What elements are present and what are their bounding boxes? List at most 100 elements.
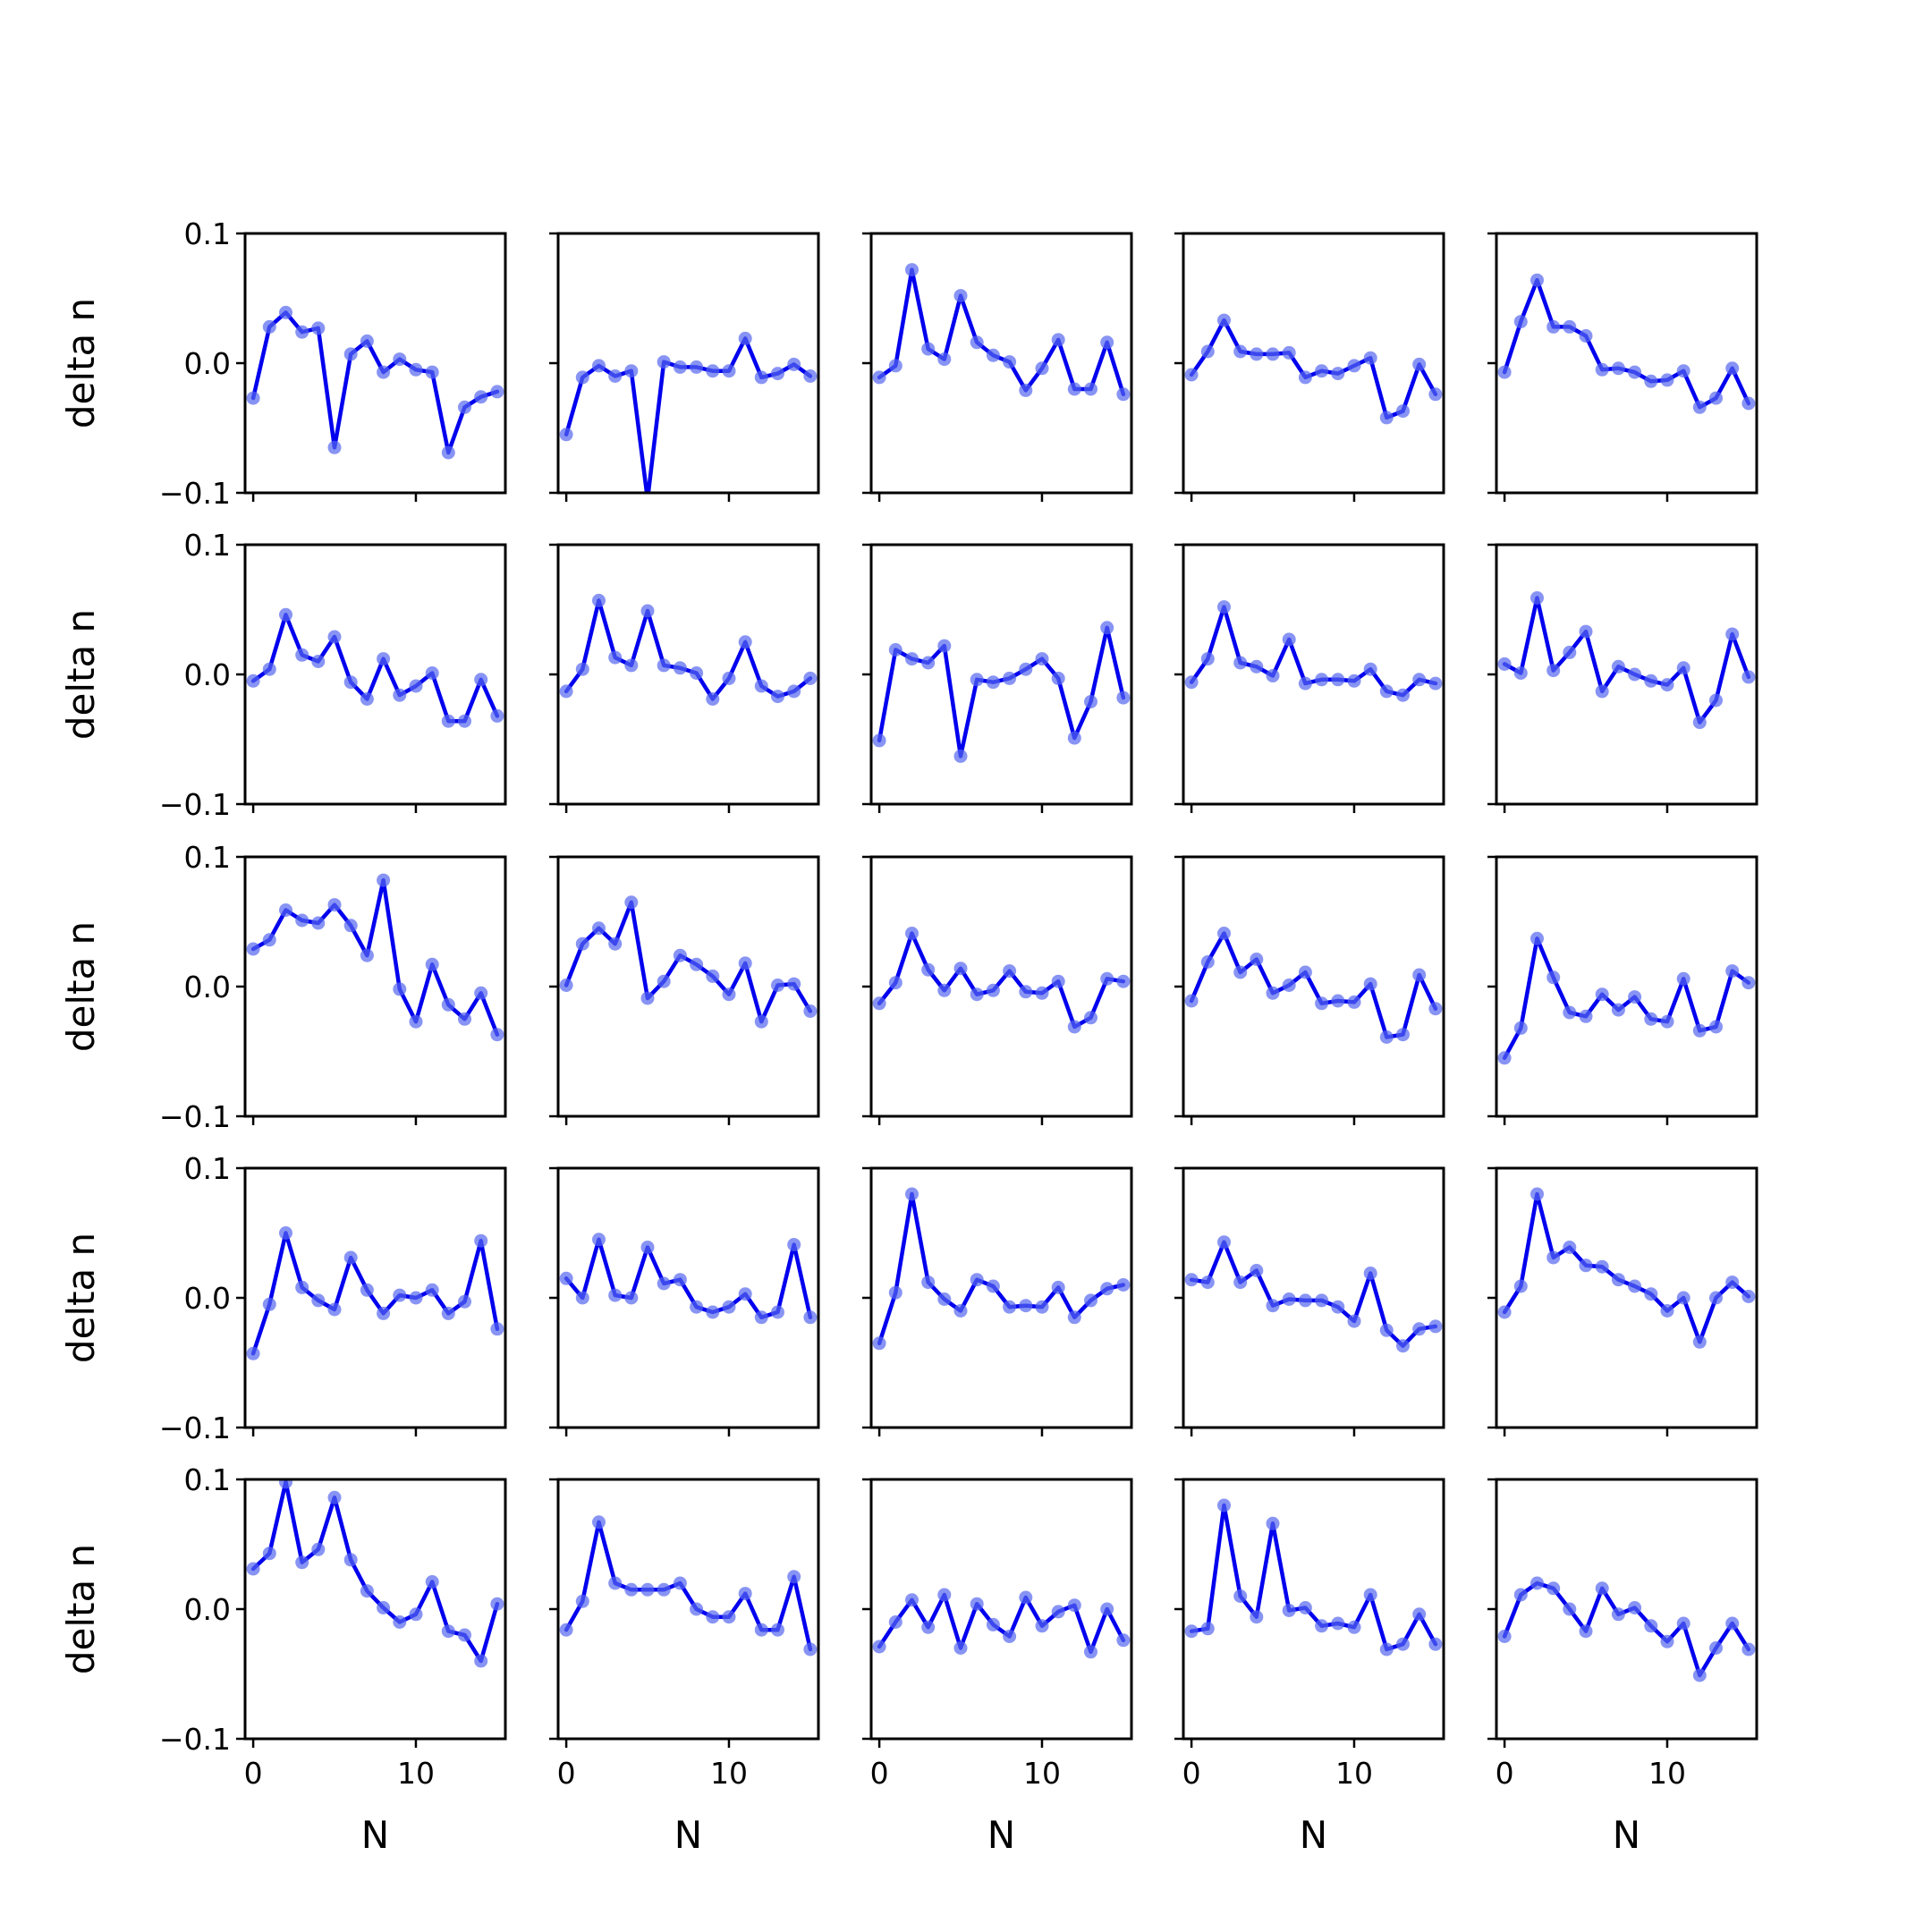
data-point-15: [1116, 1278, 1131, 1292]
data-point-12: [1067, 731, 1081, 745]
data-point-12: [754, 370, 768, 385]
data-point-5: [327, 1302, 342, 1317]
data-point-10: [722, 1300, 736, 1314]
data-point-2: [592, 359, 606, 373]
data-point-5: [640, 1241, 655, 1254]
plot-area: [246, 607, 504, 728]
data-point-3: [608, 650, 623, 665]
plot-area: [559, 1233, 818, 1325]
data-point-15: [803, 1642, 818, 1657]
data-point-7: [1611, 361, 1625, 376]
data-point-11: [738, 635, 752, 649]
data-point-10: [409, 1607, 423, 1622]
data-point-1: [1513, 315, 1528, 329]
data-point-13: [1709, 391, 1723, 405]
data-point-6: [343, 347, 358, 361]
data-point-5: [953, 1641, 968, 1655]
data-point-8: [1628, 1279, 1642, 1293]
series-line: [877, 1191, 1126, 1346]
data-point-8: [1003, 964, 1017, 979]
data-point-14: [1100, 621, 1114, 635]
data-point-6: [1282, 979, 1296, 992]
data-point-5: [953, 289, 968, 303]
series-line: [1189, 318, 1438, 420]
data-point-14: [1100, 971, 1114, 986]
data-point-8: [377, 873, 391, 887]
data-point-5: [1266, 347, 1280, 361]
data-point-2: [1217, 1498, 1231, 1513]
data-point-3: [608, 1576, 623, 1590]
x-tick-label: 10: [1335, 1756, 1373, 1791]
data-point-1: [575, 662, 589, 676]
data-point-2: [1217, 927, 1231, 940]
data-point-12: [1379, 684, 1394, 699]
data-point-7: [1611, 1607, 1625, 1622]
data-point-13: [458, 400, 471, 414]
data-point-6: [1282, 1604, 1296, 1617]
data-point-13: [1396, 1339, 1410, 1353]
data-point-4: [311, 916, 326, 930]
data-point-10: [722, 1610, 736, 1624]
data-point-13: [771, 690, 784, 704]
data-point-1: [262, 1546, 276, 1561]
data-point-4: [1563, 645, 1577, 659]
series-line: [250, 1231, 500, 1356]
data-point-0: [1497, 657, 1512, 671]
subplot-4-3: [862, 1166, 1133, 1436]
data-point-7: [360, 692, 374, 706]
data-point-8: [1003, 1630, 1017, 1643]
data-point-5: [327, 898, 342, 912]
data-point-6: [1595, 1259, 1609, 1274]
data-point-10: [409, 362, 423, 377]
data-point-3: [921, 1275, 936, 1290]
data-point-14: [1725, 1616, 1740, 1631]
data-point-13: [1084, 1645, 1097, 1659]
data-point-10: [722, 671, 736, 685]
data-point-1: [262, 319, 276, 334]
data-point-15: [1428, 1319, 1443, 1334]
data-point-7: [1298, 370, 1312, 385]
x-axis-label: N: [1300, 1813, 1327, 1857]
x-axis-label: N: [361, 1813, 389, 1857]
data-point-12: [1067, 1598, 1081, 1613]
data-point-1: [1200, 652, 1215, 666]
data-point-7: [1611, 659, 1625, 674]
data-point-7: [673, 1576, 687, 1590]
x-axis-label: N: [1613, 1813, 1640, 1857]
data-point-1: [575, 370, 589, 385]
data-point-13: [1709, 1291, 1723, 1305]
data-point-1: [1513, 1021, 1528, 1035]
data-point-0: [559, 428, 573, 442]
data-point-12: [441, 714, 455, 728]
data-point-9: [393, 1615, 407, 1629]
data-point-7: [1298, 965, 1312, 979]
data-point-1: [575, 936, 589, 951]
data-point-11: [425, 1575, 439, 1589]
data-point-6: [1282, 1292, 1296, 1306]
axes-frame: [1495, 855, 1758, 1118]
data-point-13: [458, 1628, 471, 1642]
data-point-0: [246, 1346, 260, 1360]
y-axis-label: delta n: [59, 1544, 103, 1674]
series-line: [1189, 931, 1438, 1039]
data-point-8: [377, 1601, 391, 1614]
series-line: [1502, 277, 1751, 410]
subplot-2-2: [549, 543, 820, 813]
data-point-10: [1035, 1300, 1049, 1314]
data-point-2: [1217, 1235, 1231, 1250]
data-point-3: [295, 648, 309, 662]
data-point-2: [279, 607, 292, 622]
data-point-15: [1116, 974, 1131, 988]
data-point-13: [771, 979, 784, 992]
series-line: [877, 625, 1126, 758]
data-point-0: [1497, 1051, 1512, 1065]
data-point-12: [1379, 1642, 1394, 1657]
subplot-5-1: −0.1 0.0 0.1 0 10 delta n N: [59, 1462, 507, 1857]
data-point-3: [921, 1620, 936, 1634]
y-axis-label: delta n: [59, 921, 103, 1052]
data-point-0: [1184, 368, 1199, 382]
data-point-0: [559, 979, 573, 992]
data-point-12: [754, 1014, 768, 1029]
data-point-11: [1363, 351, 1377, 365]
data-point-13: [458, 1294, 471, 1309]
